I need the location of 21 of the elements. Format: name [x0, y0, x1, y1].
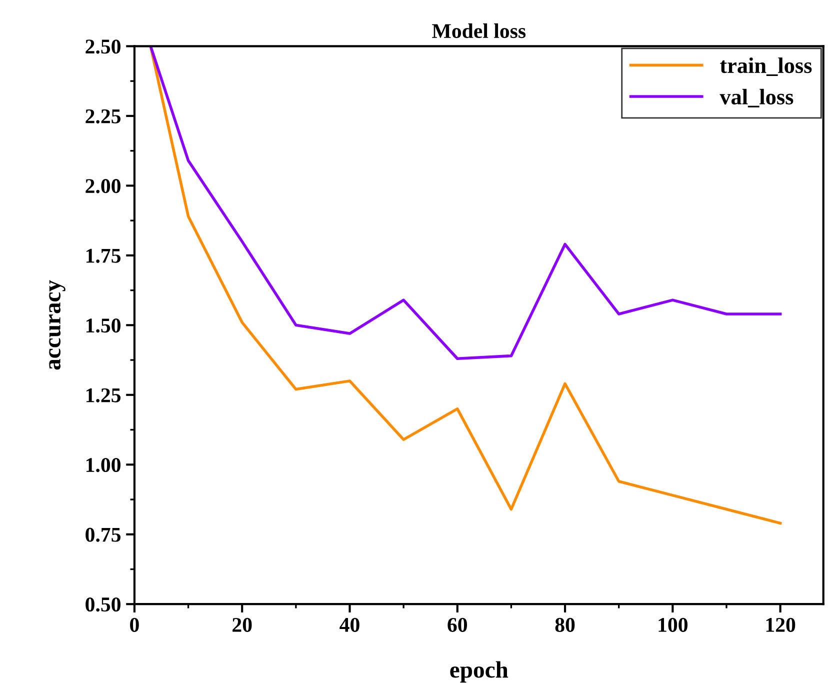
x-tick-label: 40	[340, 618, 360, 632]
y-tick-label: 2.00	[86, 179, 120, 194]
x-tick-label: 20	[232, 618, 252, 632]
y-tick-label: 2.25	[86, 109, 121, 124]
y-axis-title: accuracy	[49, 280, 66, 370]
x-tick-label: 100	[658, 618, 688, 632]
x-tick-label: 60	[448, 618, 468, 632]
legend-label: val_loss	[720, 88, 794, 108]
x-tick-label: 80	[555, 618, 575, 632]
x-axis-title: epoch	[450, 661, 508, 683]
y-tick-label: 2.50	[86, 40, 120, 54]
x-tick-label: 0	[130, 618, 139, 632]
y-tick-label: 1.25	[86, 388, 121, 402]
y-tick-label: 1.00	[86, 458, 120, 472]
y-tick-label: 1.50	[86, 318, 120, 333]
x-tick-label: 120	[766, 618, 796, 632]
legend-label: train_loss	[720, 57, 812, 76]
y-tick-label: 0.50	[86, 597, 120, 612]
y-tick-label: 1.75	[86, 248, 121, 263]
y-tick-label: 0.75	[86, 528, 121, 542]
chart-title: Model loss	[432, 23, 526, 38]
